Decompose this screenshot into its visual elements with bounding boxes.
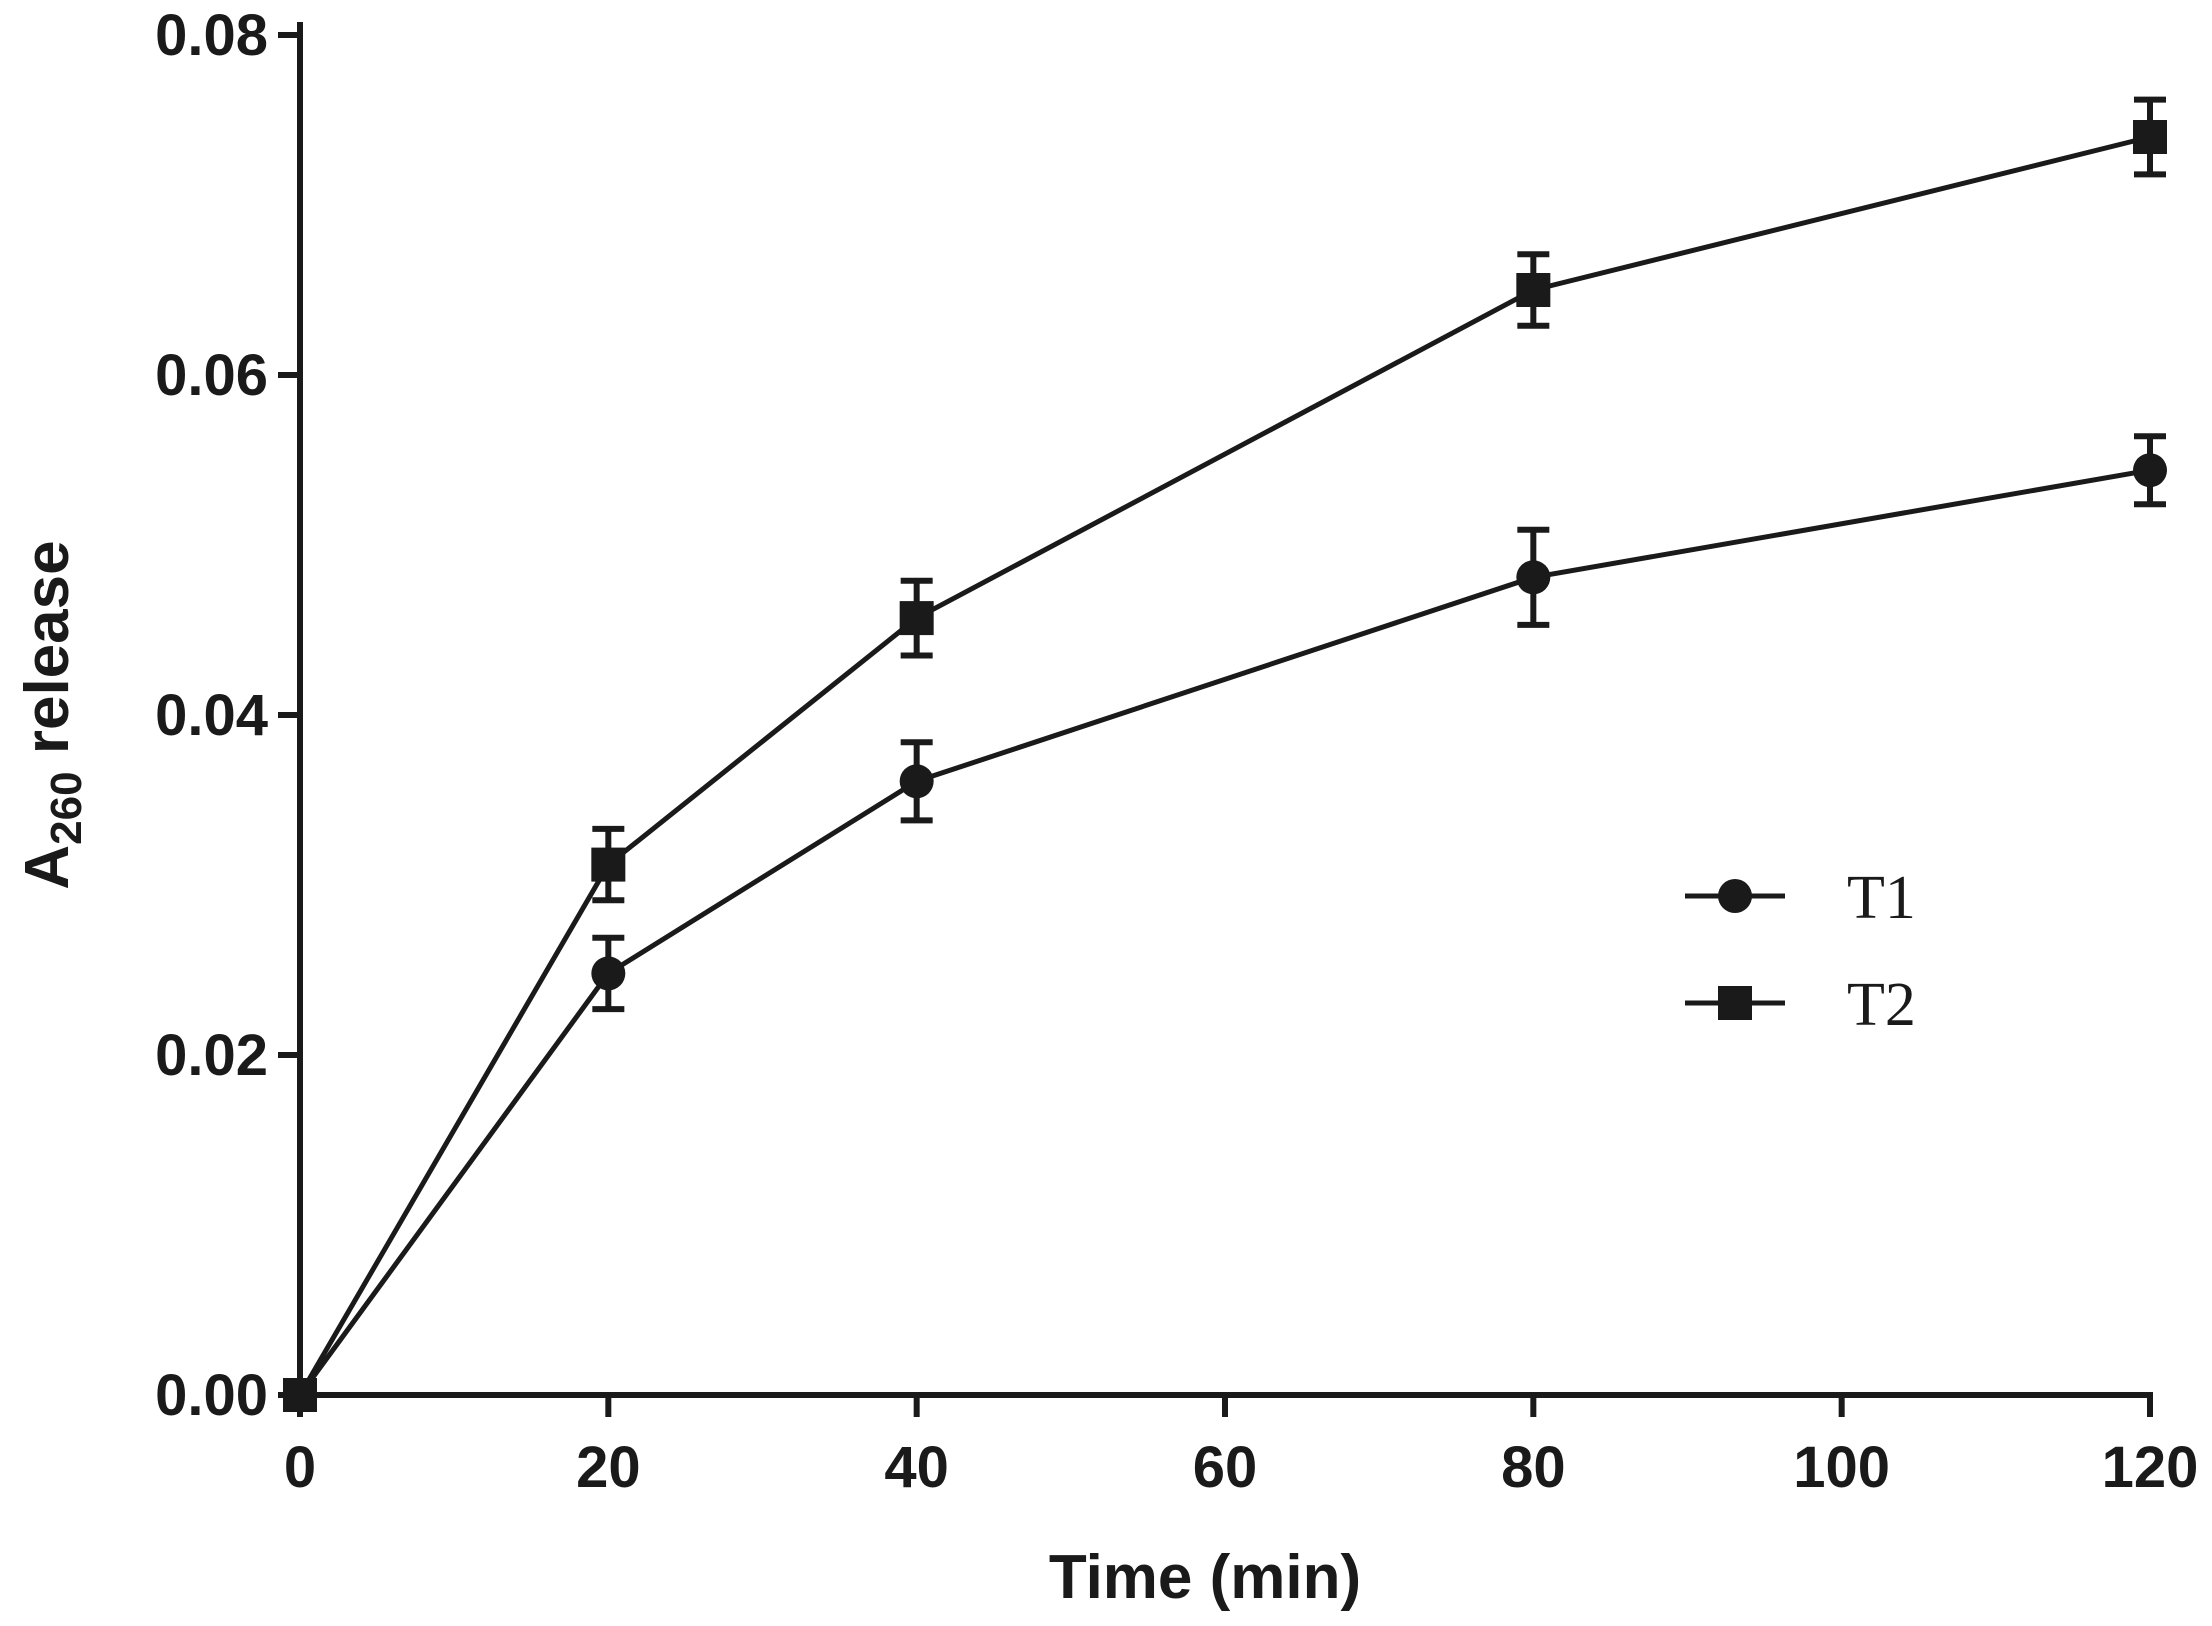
y-axis-title-subscript: 260: [42, 771, 91, 844]
legend-item-T2: T2: [1685, 971, 1916, 1039]
x-tick-label: 60: [1193, 1435, 1258, 1500]
data-point-T1: [899, 764, 934, 799]
y-axis-title-main: A: [13, 845, 82, 890]
data-point-T2: [283, 1378, 317, 1412]
series-layer: [283, 96, 2167, 1412]
x-tick-label: 80: [1501, 1435, 1566, 1500]
data-point-T2: [2133, 120, 2167, 154]
axes: 0 20 40 60 80 100 120 0.00 0.02 0.04 0.06 0.08 Time …: [13, 3, 2198, 1612]
y-tick-label: 0.00: [155, 1363, 268, 1428]
data-point-T2: [591, 847, 626, 882]
x-tick-label: 40: [884, 1435, 949, 1500]
x-axis-title: Time (min): [1049, 1543, 1361, 1612]
data-point-T1: [2133, 453, 2167, 488]
series-line-T2: [297, 134, 2151, 1397]
legend-label: T1: [1847, 864, 1916, 932]
y-tick-label: 0.02: [155, 1023, 268, 1088]
legend-marker: [1718, 986, 1752, 1020]
data-point-T2: [1516, 273, 1551, 307]
data-point-T2: [899, 601, 934, 636]
y-axis-title: A260 release: [13, 540, 91, 889]
data-point-T1: [1516, 560, 1551, 595]
y-axis-title-suffix: release: [13, 540, 82, 771]
legend-label: T2: [1847, 971, 1916, 1039]
x-tick-label: 20: [576, 1435, 641, 1500]
series-line-T1: [297, 467, 2151, 1397]
legend-item-T1: T1: [1685, 864, 1916, 932]
x-tick-label: 100: [1793, 1435, 1890, 1500]
x-tick-label: 0: [284, 1435, 316, 1500]
data-point-T1: [591, 956, 626, 991]
series-T2: [283, 96, 2167, 1412]
series-T1: [283, 433, 2167, 1412]
y-tick-label: 0.06: [155, 343, 268, 408]
y-tick-label: 0.08: [155, 3, 268, 68]
legend-marker: [1718, 879, 1752, 913]
x-tick-label: 120: [2102, 1435, 2199, 1500]
y-tick-label: 0.04: [155, 683, 268, 748]
legend: T1 T2: [1685, 864, 1916, 1039]
